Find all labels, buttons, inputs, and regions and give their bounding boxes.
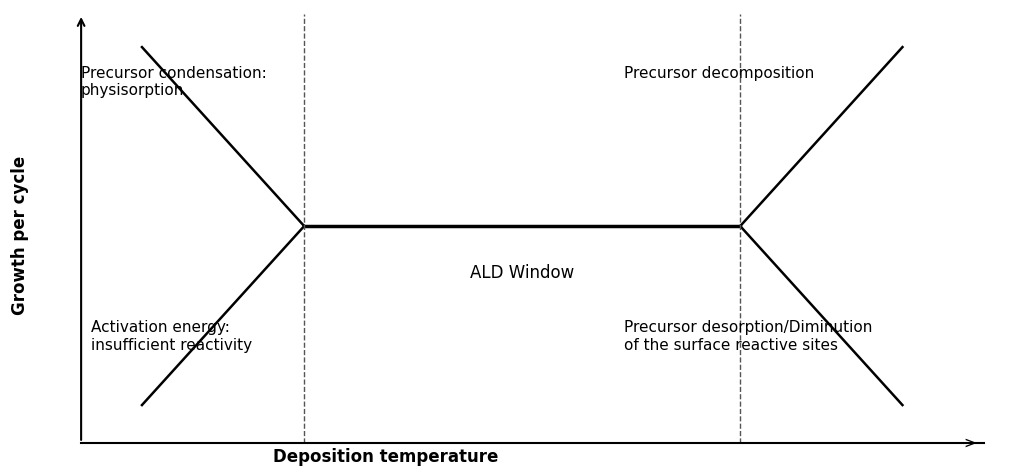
Text: ALD Window: ALD Window	[470, 264, 574, 282]
Text: Growth per cycle: Growth per cycle	[11, 156, 29, 315]
Text: Precursor decomposition: Precursor decomposition	[624, 66, 814, 81]
Text: Activation energy:
insufficient reactivity: Activation energy: insufficient reactivi…	[91, 320, 252, 353]
Text: Deposition temperature: Deposition temperature	[273, 448, 498, 466]
Text: Precursor desorption/Diminution
of the surface reactive sites: Precursor desorption/Diminution of the s…	[624, 320, 872, 353]
Text: >: >	[963, 435, 976, 450]
Text: Precursor condensation:
physisorption: Precursor condensation: physisorption	[81, 66, 267, 98]
